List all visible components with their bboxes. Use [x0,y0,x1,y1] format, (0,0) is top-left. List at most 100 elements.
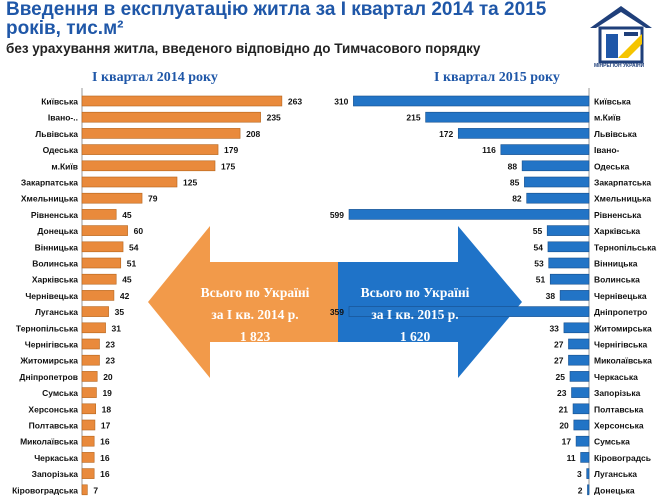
right-bar [546,225,590,236]
page-subtitle: без урахування житла, введеного відповід… [6,41,481,56]
left-value-label: 16 [100,469,110,479]
left-value-label: 20 [103,372,113,382]
left-value-label: 51 [127,259,137,269]
left-bar [81,95,283,107]
right-category-label: Миколаївська [594,356,652,366]
right-value-label: 55 [533,226,543,236]
left-bar [81,419,96,431]
right-value-label: 3 [577,469,582,479]
left-total-value: 1 823 [239,329,271,344]
right-value-label: 2 [578,485,583,495]
left-category-label: Сумська [42,388,78,398]
left-bar [81,435,95,447]
right-value-label: 33 [549,323,559,333]
left-category-label: Київська [41,97,78,107]
right-bar [580,452,590,463]
left-bar [81,354,100,366]
left-value-label: 125 [183,178,197,188]
left-category-label: Львівська [35,129,78,139]
right-bar [348,209,590,220]
right-category-label: Черкаська [594,372,638,382]
right-bar [575,435,590,447]
left-bar [81,192,143,204]
left-chart-title: I квартал 2014 року [92,70,218,85]
left-category-label: Запорізька [32,469,79,479]
right-bar [559,290,590,301]
left-bar [81,273,117,285]
right-bar [500,144,590,155]
right-value-label: 359 [330,307,344,317]
right-total-line1: Всього по Україні [360,285,470,300]
right-bar [547,241,590,253]
right-category-label: Житомирська [593,323,652,333]
left-value-label: 179 [224,145,238,155]
right-total-line2: за I кв. 2015 р. [371,307,459,322]
left-category-label: Житомирська [19,356,78,366]
left-value-label: 7 [93,485,98,495]
right-bar [586,468,590,479]
left-bar [81,484,88,496]
right-category-label: Сумська [594,437,630,447]
left-category-label: Херсонська [28,404,78,414]
right-bar [587,484,590,496]
right-bar [548,257,590,269]
left-value-label: 60 [134,226,144,236]
right-value-label: 88 [508,161,518,171]
right-category-label: Вінницька [594,259,638,269]
left-category-label: Волинська [32,259,78,269]
right-value-label: 215 [406,113,420,123]
left-value-label: 235 [267,113,281,123]
right-category-label: м.Київ [594,113,621,123]
left-value-label: 18 [102,404,112,414]
left-category-label: Рівненська [31,210,78,220]
right-value-label: 82 [512,194,522,204]
left-bar [81,241,124,253]
left-category-label: Черкаська [34,453,78,463]
right-value-label: 27 [554,340,564,350]
right-value-label: 11 [567,453,576,463]
left-value-label: 208 [246,129,260,139]
left-bar [81,468,95,479]
right-bar [568,338,590,350]
right-bar [569,371,590,382]
left-bar [81,403,96,415]
left-bar [81,452,95,463]
right-category-label: Рівненська [594,210,641,220]
right-category-label: Тернопільська [594,242,656,252]
left-category-label: Чернігівська [25,340,79,350]
right-category-label: Херсонська [594,421,644,431]
logo-caption: МІНРЕГІОН УКРАЇНИ [594,63,645,69]
left-category-label: м.Київ [51,161,78,171]
left-bar [81,111,261,123]
right-bar [457,128,590,139]
left-bar [81,176,178,188]
left-category-label: Луганська [35,307,78,317]
page-title: Введення в експлуатацію житла за I кварт… [6,0,547,39]
right-category-label: Запорізька [594,388,641,398]
left-bar [81,257,122,269]
left-value-label: 19 [102,388,112,398]
left-category-label: Вінницька [35,242,79,252]
left-bar [81,338,100,350]
left-total-line1: Всього по Україні [200,285,310,300]
left-bar [81,209,117,220]
left-category-label: Івано-.. [48,113,78,123]
left-category-label: Хмельницька [21,194,78,204]
right-total-box: Всього по Україні за I кв. 2015 р. 1 620 [330,282,500,348]
left-category-label: Одеська [43,145,79,155]
left-value-label: 263 [288,97,302,107]
right-category-label: Кіровоградсь [594,453,651,463]
left-value-label: 16 [100,437,110,447]
right-value-label: 116 [482,145,496,155]
right-value-label: 599 [330,210,344,220]
right-bar [425,111,590,123]
left-bar [81,128,241,139]
right-category-label: Закарпатська [594,178,651,188]
right-category-label: Харківська [594,226,640,236]
left-value-label: 16 [100,453,110,463]
right-value-label: 25 [556,372,566,382]
right-value-label: 54 [533,242,543,252]
left-category-label: Чернівецька [25,291,78,301]
left-bar [81,322,106,334]
right-bar [524,176,590,188]
